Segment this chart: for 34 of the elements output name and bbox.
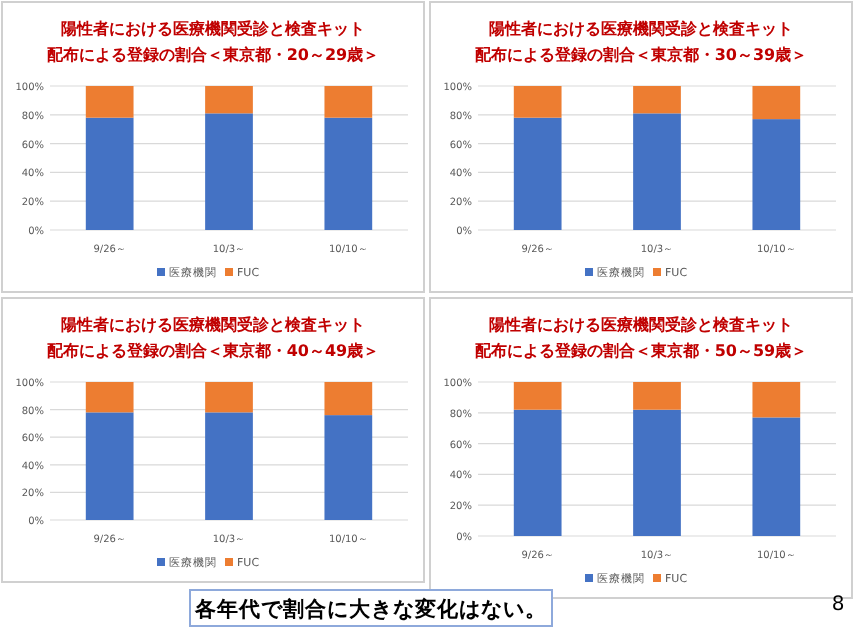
bar: [633, 86, 681, 114]
chart-title: 陽性者における医療機関受診と検査キット: [489, 314, 793, 334]
bar: [85, 86, 134, 118]
bar: [205, 113, 253, 230]
bar: [85, 412, 134, 520]
bar: [633, 382, 681, 410]
chart-title: 陽性者における医療機関受診と検査キット: [61, 314, 365, 334]
chart-title: 陽性者における医療機関受診と検査キット: [489, 18, 793, 38]
bar: [205, 412, 253, 520]
bar: [752, 86, 801, 120]
text: 8: [831, 594, 845, 616]
chart-subtitle: 配布による登録の割合＜東京都・40～49歳＞: [46, 342, 380, 360]
chart-title: 陽性者における医療機関受診と検査キット: [61, 18, 365, 38]
bar: [513, 382, 562, 410]
bar: [205, 382, 253, 413]
bar: [324, 415, 373, 520]
bar: [85, 382, 134, 413]
chart-subtitle: 配布による登録の割合＜東京都・50～59歳＞: [474, 342, 808, 360]
chart-subtitle: 配布による登録の割合＜東京都・20～29歳＞: [46, 46, 380, 64]
chart-subtitle: 配布による登録の割合＜東京都・30～39歳＞: [474, 46, 808, 64]
bar: [752, 382, 801, 418]
bar: [633, 409, 681, 536]
text: 各年代で割合に大きな変化はない。: [193, 596, 547, 622]
bar: [752, 417, 801, 536]
bar: [324, 117, 373, 230]
bar: [513, 117, 562, 230]
bar: [633, 113, 681, 230]
bar: [513, 409, 562, 536]
bar: [324, 382, 373, 416]
bar: [324, 86, 373, 118]
bar: [85, 117, 134, 230]
bar: [513, 86, 562, 118]
bar: [205, 86, 253, 114]
bar: [752, 119, 801, 230]
